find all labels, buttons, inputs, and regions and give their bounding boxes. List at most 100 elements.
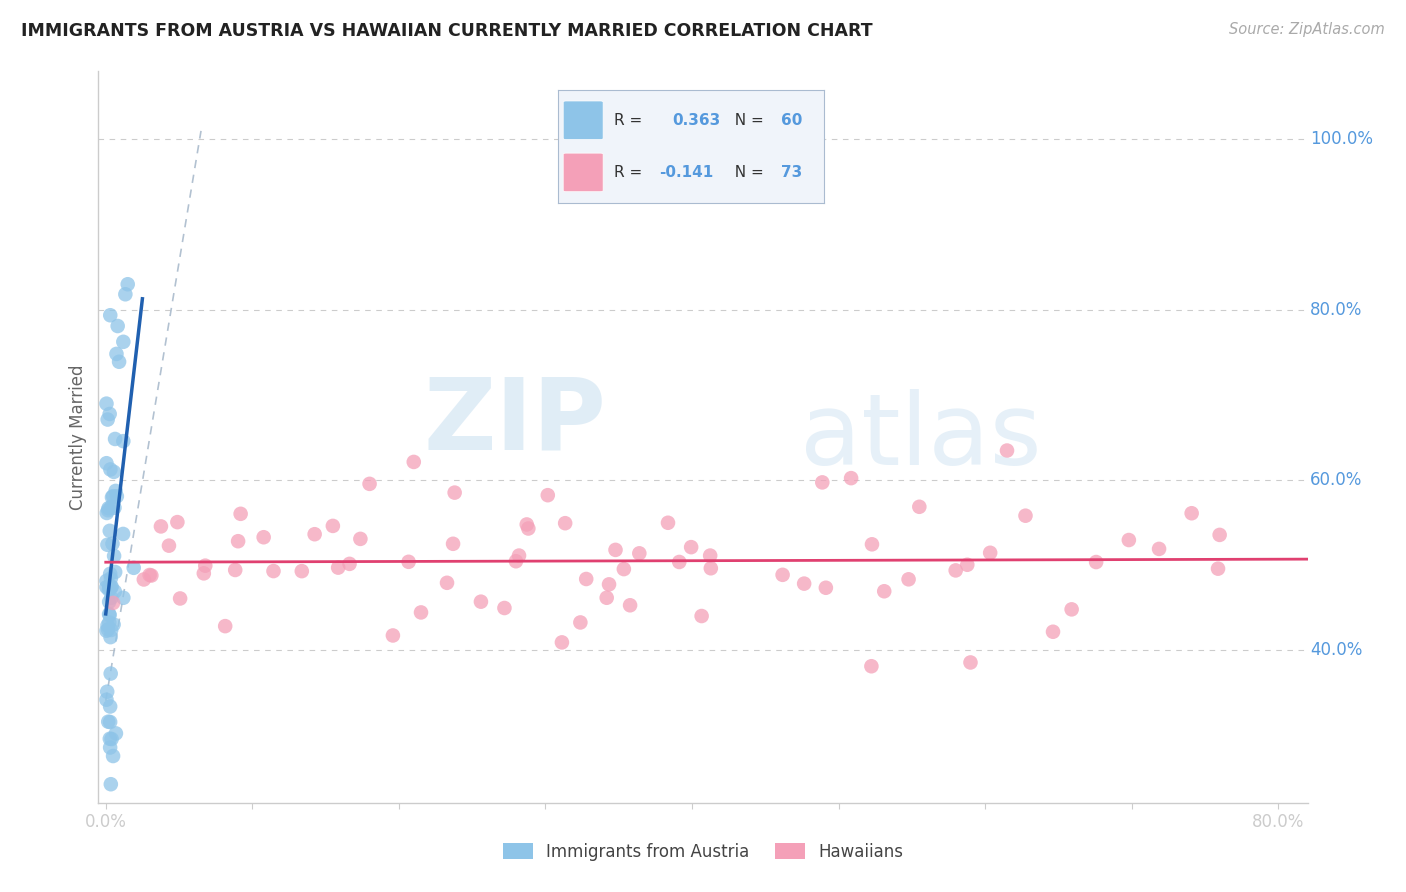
Point [860, 659, 883, 673]
Text: Source: ZipAtlas.com: Source: ZipAtlas.com [1229, 22, 1385, 37]
Point [1147, 541, 1170, 556]
Point [226, 534, 249, 549]
Point [699, 549, 721, 563]
Point [793, 576, 815, 591]
Text: 100.0%: 100.0% [1310, 130, 1374, 148]
Point [97, 582, 120, 597]
Point [96, 684, 118, 698]
Point [98, 731, 121, 746]
Point [897, 572, 920, 586]
Point [122, 561, 145, 575]
Legend: Immigrants from Austria, Hawaiians: Immigrants from Austria, Hawaiians [496, 837, 910, 868]
Point [263, 564, 285, 578]
Point [98, 407, 121, 421]
Point [605, 542, 627, 557]
Point [98, 607, 121, 622]
Point [114, 287, 136, 301]
Point [253, 530, 276, 544]
Point [98, 607, 121, 622]
Point [229, 507, 252, 521]
Point [100, 571, 122, 585]
Point [97, 412, 120, 426]
Point [100, 731, 122, 746]
Point [101, 490, 124, 504]
Point [398, 555, 420, 569]
Point [97, 623, 120, 637]
Point [811, 475, 834, 490]
Point [96, 580, 118, 594]
Point [959, 656, 981, 670]
Point [551, 635, 574, 649]
Point [979, 546, 1001, 560]
Point [105, 347, 128, 361]
Point [291, 564, 314, 578]
Point [96, 618, 118, 632]
Point [1208, 528, 1230, 542]
Point [166, 515, 188, 529]
Point [537, 488, 560, 502]
Text: atlas: atlas [800, 389, 1042, 485]
Point [1206, 562, 1229, 576]
Point [772, 567, 794, 582]
Point [98, 582, 121, 596]
Point [96, 624, 118, 638]
Point [359, 476, 381, 491]
Point [96, 538, 118, 552]
Point [100, 591, 122, 605]
Point [657, 516, 679, 530]
Point [575, 572, 598, 586]
Point [508, 549, 530, 563]
Point [945, 563, 967, 577]
Point [193, 566, 215, 581]
Point [224, 563, 246, 577]
Point [98, 699, 121, 714]
Point [100, 500, 122, 514]
Point [596, 591, 619, 605]
Point [98, 595, 121, 609]
Point [103, 549, 125, 563]
Point [956, 558, 979, 572]
Point [700, 561, 723, 575]
Text: 80.0%: 80.0% [1310, 301, 1362, 318]
Point [1118, 533, 1140, 547]
Point [409, 606, 432, 620]
Point [100, 666, 122, 681]
Text: 40.0%: 40.0% [1310, 640, 1362, 658]
Point [96, 506, 118, 520]
Point [112, 334, 135, 349]
Point [873, 584, 896, 599]
Point [104, 726, 127, 740]
Point [995, 443, 1018, 458]
Y-axis label: Currently Married: Currently Married [69, 364, 87, 510]
Point [100, 623, 122, 637]
Point [598, 577, 620, 591]
Text: IMMIGRANTS FROM AUSTRIA VS HAWAIIAN CURRENTLY MARRIED CORRELATION CHART: IMMIGRANTS FROM AUSTRIA VS HAWAIIAN CURR… [21, 22, 873, 40]
Point [107, 318, 129, 333]
Text: ZIP: ZIP [423, 374, 606, 471]
Point [97, 503, 120, 517]
Point [619, 599, 641, 613]
Point [117, 277, 139, 292]
Point [96, 692, 118, 706]
Point [839, 471, 862, 485]
Point [96, 397, 118, 411]
Point [98, 524, 121, 538]
Point [141, 568, 163, 582]
Text: 60.0%: 60.0% [1310, 471, 1362, 489]
Point [613, 562, 636, 576]
Point [517, 521, 540, 535]
Point [112, 591, 135, 605]
Point [470, 595, 492, 609]
Point [194, 558, 217, 573]
Point [339, 557, 361, 571]
Point [349, 532, 371, 546]
Point [98, 566, 121, 581]
Point [516, 517, 538, 532]
Point [149, 519, 172, 533]
Point [1181, 506, 1204, 520]
Point [860, 537, 883, 551]
Point [112, 527, 135, 541]
Point [101, 537, 124, 551]
Point [98, 740, 121, 755]
Point [103, 465, 125, 479]
